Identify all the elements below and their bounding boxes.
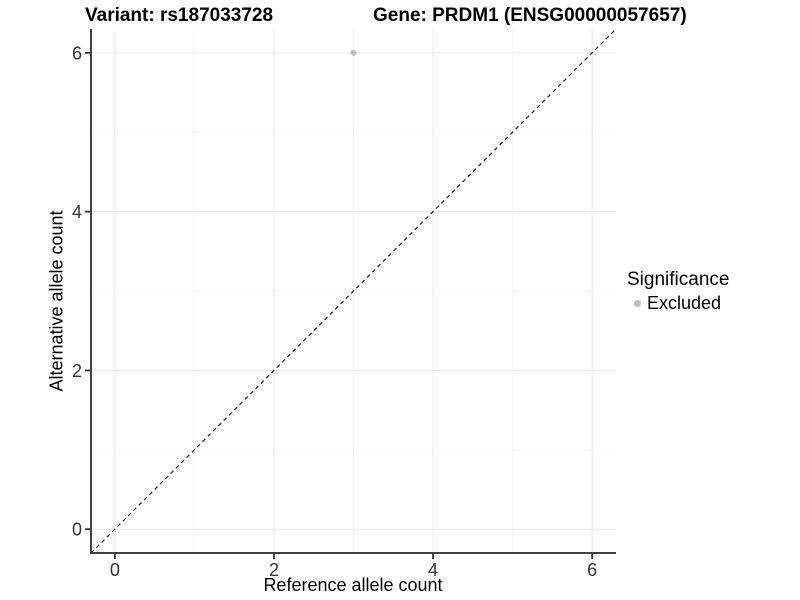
x-axis-title: Reference allele count — [263, 575, 443, 595]
x-tick-label: 0 — [110, 560, 120, 580]
plot-title-gene: Gene: PRDM1 (ENSG00000057657) — [373, 5, 687, 26]
legend: Significance Excluded — [627, 268, 729, 314]
legend-item-excluded: Excluded — [627, 292, 729, 314]
x-tick-label: 4 — [428, 560, 438, 580]
identity-dashed-line — [90, 28, 617, 554]
x-tick-label: 2 — [269, 560, 279, 580]
excluded-point-icon — [634, 299, 641, 307]
data-point-excluded — [350, 49, 357, 56]
y-tick-label: 0 — [72, 520, 82, 540]
legend-item-label: Excluded — [647, 293, 722, 313]
plot-title-variant: Variant: rs187033728 — [85, 5, 274, 26]
y-tick-label: 6 — [72, 43, 82, 63]
y-axis-title: Alternative allele count — [46, 210, 67, 392]
y-tick-label: 2 — [72, 361, 82, 381]
x-tick-label: 6 — [587, 560, 597, 580]
y-tick-label: 4 — [72, 202, 82, 222]
legend-title: Significance — [627, 269, 730, 290]
